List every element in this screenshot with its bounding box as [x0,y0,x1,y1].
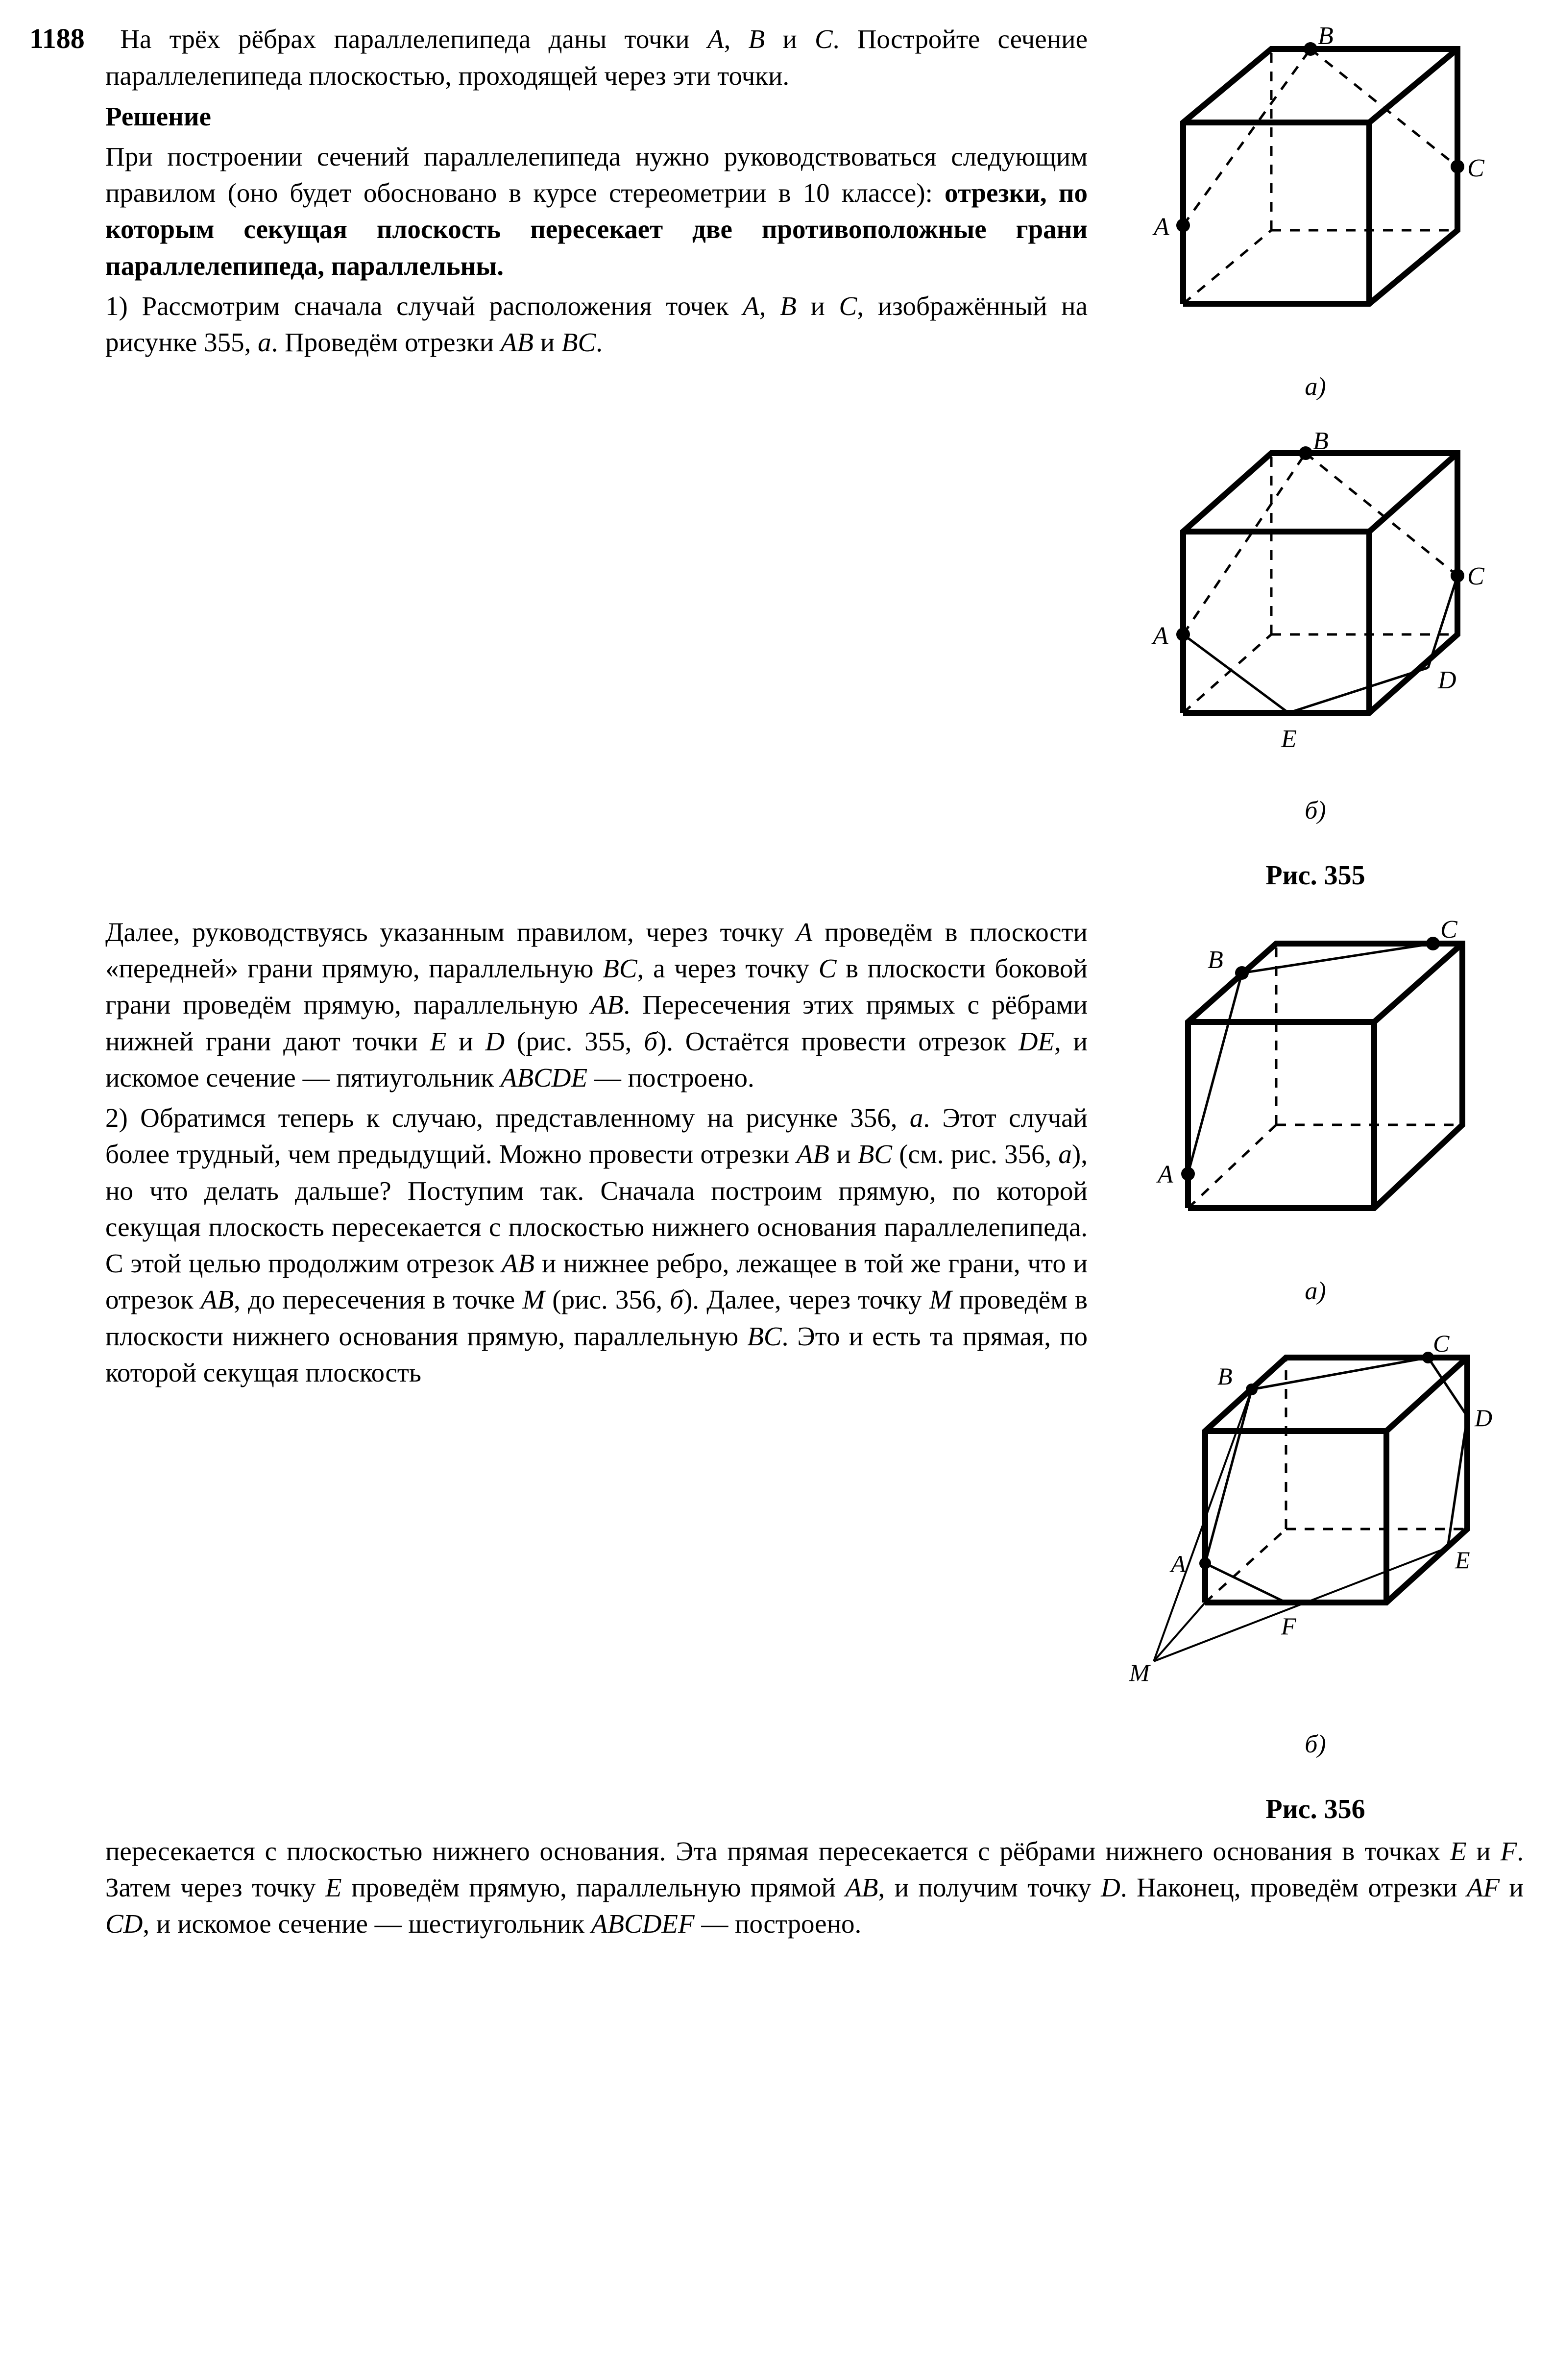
text-column-1: 1188 На трёх рёбрах параллелепипеда даны… [29,20,1088,895]
mid-section: Далее, руководствуясь указанным правилом… [29,914,1524,1828]
figure-column-2: A B C а) [1107,914,1524,1828]
problem-statement: 1188 На трёх рёбрах параллелепипеда даны… [29,20,1088,95]
solution-heading-row: Решение [29,98,1088,135]
p1-BC: BC [561,327,596,357]
figure-column-1: A B C а) [1107,20,1524,895]
svg-text:A: A [1152,213,1169,241]
svg-text:B: B [1313,427,1329,455]
part2-text: 2) Обратимся теперь к случаю, представле… [29,1100,1088,1391]
svg-text:E: E [1281,725,1297,753]
solution-intro: При построении сечений параллелепипеда н… [29,139,1088,284]
bottom-text: пересекается с плоскостью нижнего основа… [29,1833,1524,1943]
cube-355a-svg: A B C [1124,20,1506,363]
pA: A [707,24,724,54]
p1-lead: 1) Рассмотрим сначала случай расположени… [105,291,743,321]
p1-C: C [839,291,857,321]
stmt-3: и [765,24,815,54]
figure-356b: A B C D E F M б) [1115,1328,1516,1762]
fig355-caption: Рис. 355 [1265,857,1365,895]
part1-first: 1) Рассмотрим сначала случай расположени… [29,288,1088,361]
p1-end: . Проведём отрезки [271,327,501,357]
svg-text:C: C [1440,916,1458,944]
svg-text:C: C [1467,562,1485,590]
stmt-2: , [724,24,749,54]
svg-text:B: B [1208,946,1223,974]
svg-text:C: C [1467,154,1485,182]
part1-cont: Далее, руководствуясь указанным правилом… [29,914,1088,1096]
svg-text:D: D [1474,1404,1492,1432]
p1-A: A [743,291,759,321]
cube-356a-svg: A B C [1124,914,1506,1267]
figure-355b: A B C D E б) [1124,424,1506,828]
pB: B [749,24,765,54]
top-section: 1188 На трёх рёбрах параллелепипеда даны… [29,20,1524,895]
caption-355a: а) [1124,370,1506,404]
svg-text:F: F [1281,1612,1296,1640]
svg-text:D: D [1437,666,1456,694]
svg-text:A: A [1151,622,1168,650]
page: 1188 На трёх рёбрах параллелепипеда даны… [29,20,1524,1943]
svg-text:E: E [1455,1546,1470,1574]
p1-and: и [534,327,561,357]
text-column-2: Далее, руководствуясь указанным правилом… [29,914,1088,1828]
spacer [29,364,1088,404]
fig356-caption: Рис. 356 [1265,1791,1365,1828]
p1-AB: AB [501,327,534,357]
figure-355a: A B C а) [1124,20,1506,404]
svg-text:B: B [1318,22,1334,50]
svg-text:M: M [1129,1659,1151,1686]
pC: C [815,24,833,54]
cube-355b-svg: A B C D E [1124,424,1506,786]
intro-1: При построении сечений параллелепипеда н… [105,142,1088,208]
svg-text:A: A [1156,1161,1173,1189]
caption-355b: б) [1124,794,1506,828]
stmt-1: На трёх рёбрах параллелепипеда даны точк… [120,24,707,54]
caption-356b: б) [1115,1727,1516,1762]
p1-a: а [258,327,271,357]
solution-heading: Решение [105,101,211,131]
cube-356b-svg: A B C D E F M [1115,1328,1516,1720]
p1-B: B [780,291,797,321]
svg-text:A: A [1169,1550,1186,1578]
svg-text:B: B [1217,1362,1233,1390]
problem-number: 1188 [29,23,85,54]
svg-text:C: C [1433,1330,1450,1357]
figure-356a: A B C а) [1124,914,1506,1309]
caption-356a: а) [1124,1274,1506,1309]
